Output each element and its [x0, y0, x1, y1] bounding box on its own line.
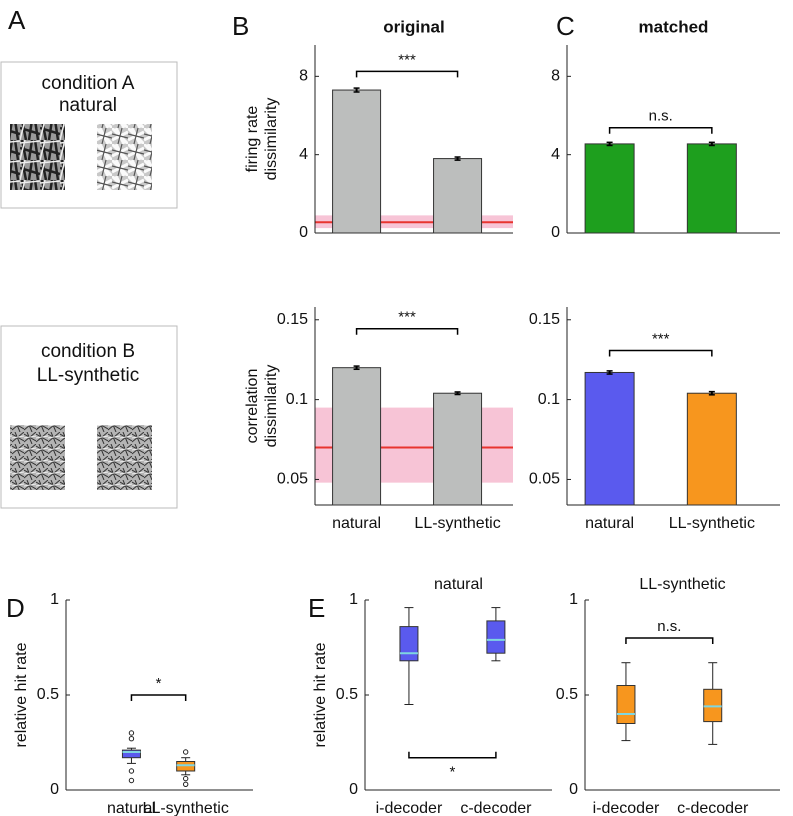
- significance-label: n.s.: [657, 618, 681, 635]
- y-tick-label: 0.05: [277, 471, 308, 488]
- y-tick-label: 0: [569, 781, 578, 798]
- outlier: [182, 781, 189, 787]
- y-axis-label: dissimilarity: [263, 98, 280, 181]
- y-axis-label: dissimilarity: [263, 365, 280, 448]
- significance-bracket: [355, 328, 459, 335]
- y-tick-label: 0.15: [529, 311, 560, 328]
- bar: [686, 392, 737, 506]
- condition-subtitle: natural: [59, 95, 117, 116]
- condition-title: condition B: [41, 341, 135, 362]
- y-tick-label: 8: [551, 68, 560, 85]
- panel-label: D: [6, 593, 25, 623]
- y-tick-label: 1: [50, 591, 59, 608]
- x-tick-label: i-decoder: [593, 800, 660, 816]
- significance-label: ***: [398, 309, 416, 326]
- bar: [433, 158, 483, 234]
- y-tick-label: 0.5: [556, 686, 578, 703]
- x-tick-label: LL-synthetic: [414, 515, 500, 532]
- significance-label: ***: [398, 51, 416, 68]
- chart-title: original: [383, 17, 444, 36]
- bar: [433, 392, 483, 506]
- outlier: [128, 730, 135, 736]
- y-tick-label: 0.15: [277, 311, 308, 328]
- bar: [584, 371, 635, 506]
- box: [121, 749, 141, 759]
- bar: [584, 143, 635, 234]
- outlier: [128, 777, 135, 784]
- y-tick-label: 0.5: [336, 686, 358, 703]
- x-tick-label: natural: [107, 800, 156, 816]
- bar: [332, 89, 382, 234]
- y-tick-label: 0.5: [37, 686, 59, 703]
- significance-label: ***: [652, 331, 670, 348]
- x-tick-label: c-decoder: [460, 800, 532, 816]
- bar: [686, 143, 737, 234]
- chart-title: LL-synthetic: [639, 576, 725, 593]
- y-tick-label: 8: [299, 68, 308, 85]
- box: [486, 620, 506, 654]
- x-tick-label: natural: [332, 515, 381, 532]
- y-tick-label: 0.1: [286, 391, 308, 408]
- y-tick-label: 1: [569, 591, 578, 608]
- significance-bracket: [625, 637, 714, 644]
- y-tick-label: 0: [551, 224, 560, 241]
- y-axis-label: correlation: [244, 369, 261, 444]
- significance-label: *: [156, 675, 162, 692]
- y-tick-label: 0.05: [529, 471, 560, 488]
- outlier: [128, 736, 135, 742]
- condition-subtitle: LL-synthetic: [37, 365, 139, 386]
- y-axis-label: relative hit rate: [13, 642, 30, 747]
- significance-bracket: [130, 694, 187, 701]
- outlier: [182, 775, 189, 782]
- significance-label: *: [450, 764, 456, 781]
- box: [399, 626, 419, 662]
- significance-bracket: [355, 70, 459, 78]
- y-tick-label: 1: [349, 591, 358, 608]
- panel-label: A: [8, 5, 26, 35]
- condition-box: [0, 325, 178, 509]
- y-tick-label: 0.1: [538, 391, 560, 408]
- panel-label: B: [232, 11, 249, 41]
- significance-bracket: [608, 126, 713, 134]
- x-tick-label: i-decoder: [376, 800, 443, 816]
- y-axis-label: firing rate: [244, 106, 261, 173]
- x-tick-label: LL-synthetic: [143, 800, 229, 816]
- texture-image: [10, 124, 65, 190]
- condition-title: condition A: [42, 73, 135, 94]
- panel-label: E: [308, 593, 325, 623]
- significance-bracket: [408, 751, 497, 759]
- panel-label: C: [556, 11, 575, 41]
- y-tick-label: 4: [299, 146, 308, 163]
- y-tick-label: 0: [50, 781, 59, 798]
- texture-image: [97, 425, 152, 490]
- chart-title: natural: [434, 576, 483, 593]
- condition-box: [0, 61, 178, 209]
- outlier: [128, 768, 135, 774]
- y-tick-label: 0: [349, 781, 358, 798]
- y-axis-label: relative hit rate: [312, 642, 329, 747]
- y-tick-label: 4: [551, 146, 560, 163]
- y-tick-label: 0: [299, 224, 308, 241]
- bar: [332, 367, 382, 506]
- texture-image: [10, 425, 65, 490]
- significance-bracket: [608, 349, 713, 357]
- significance-label: n.s.: [649, 108, 673, 125]
- x-tick-label: c-decoder: [677, 800, 749, 816]
- outlier: [182, 749, 189, 755]
- texture-image: [97, 124, 152, 190]
- chart-title: matched: [639, 17, 709, 36]
- box: [616, 685, 636, 724]
- x-tick-label: LL-synthetic: [669, 515, 755, 532]
- x-tick-label: natural: [585, 515, 634, 532]
